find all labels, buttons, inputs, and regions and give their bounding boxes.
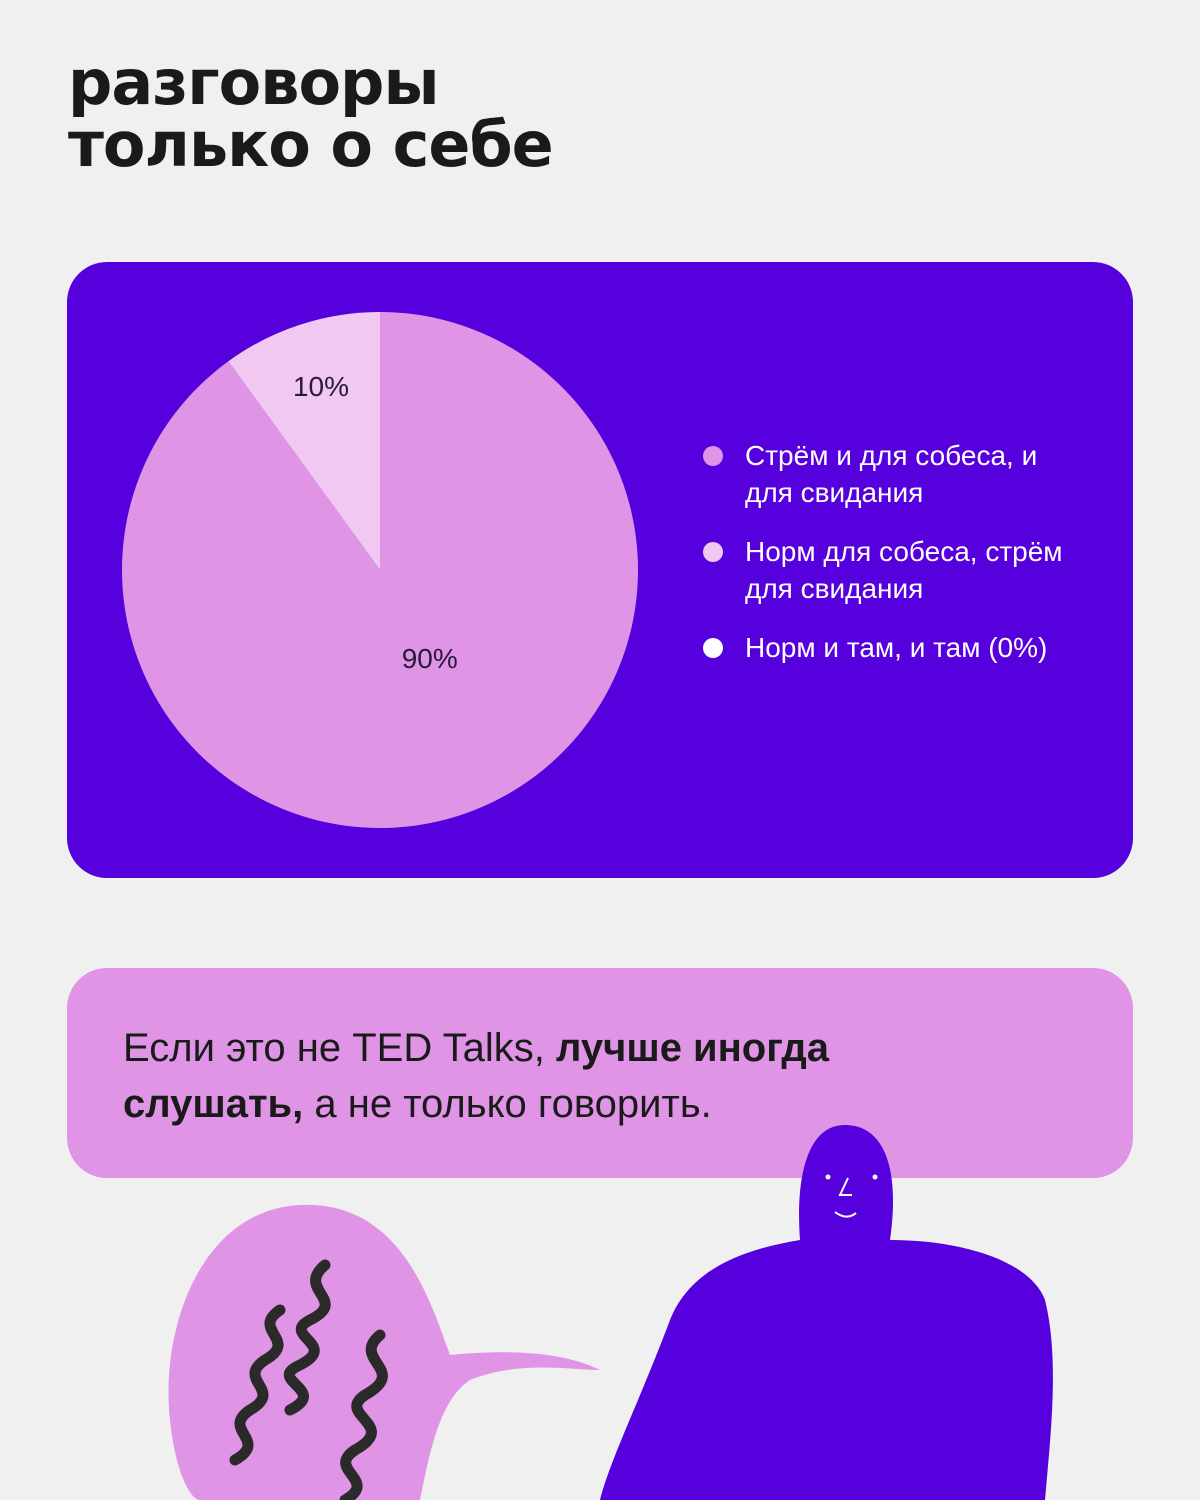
legend-dot (703, 446, 723, 466)
legend-dot (703, 638, 723, 658)
note-part: а не только говорить. (303, 1082, 712, 1126)
title: разговоры только о себе (68, 46, 554, 181)
note-bold: лучше иногда слушать, (123, 1026, 830, 1126)
value-label: 10% (293, 371, 349, 402)
legend-label: Стрём и для собеса, и для свидания (745, 440, 1038, 508)
note-box: Если это не TED Talks, лучше иногда слуш… (67, 968, 1133, 1178)
note-part: Если это не TED Talks, (123, 1026, 556, 1070)
legend: Стрём и для собеса, и для свидания Норм д… (700, 437, 1063, 688)
value-label: 90% (402, 643, 458, 674)
legend-label: Норм и там, и там (0%) (745, 632, 1048, 663)
legend-item: Норм и там, и там (0%) (700, 629, 1063, 666)
legend-dot (703, 542, 723, 562)
pie-slice (228, 312, 380, 570)
legend-label: Норм для собеса, стрём для свидания (745, 536, 1063, 604)
legend-item: Норм для собеса, стрём для свидания (700, 533, 1063, 607)
legend-item: Стрём и для собеса, и для свидания (700, 437, 1063, 511)
note-text: Если это не TED Talks, лучше иногда слуш… (123, 1020, 953, 1132)
